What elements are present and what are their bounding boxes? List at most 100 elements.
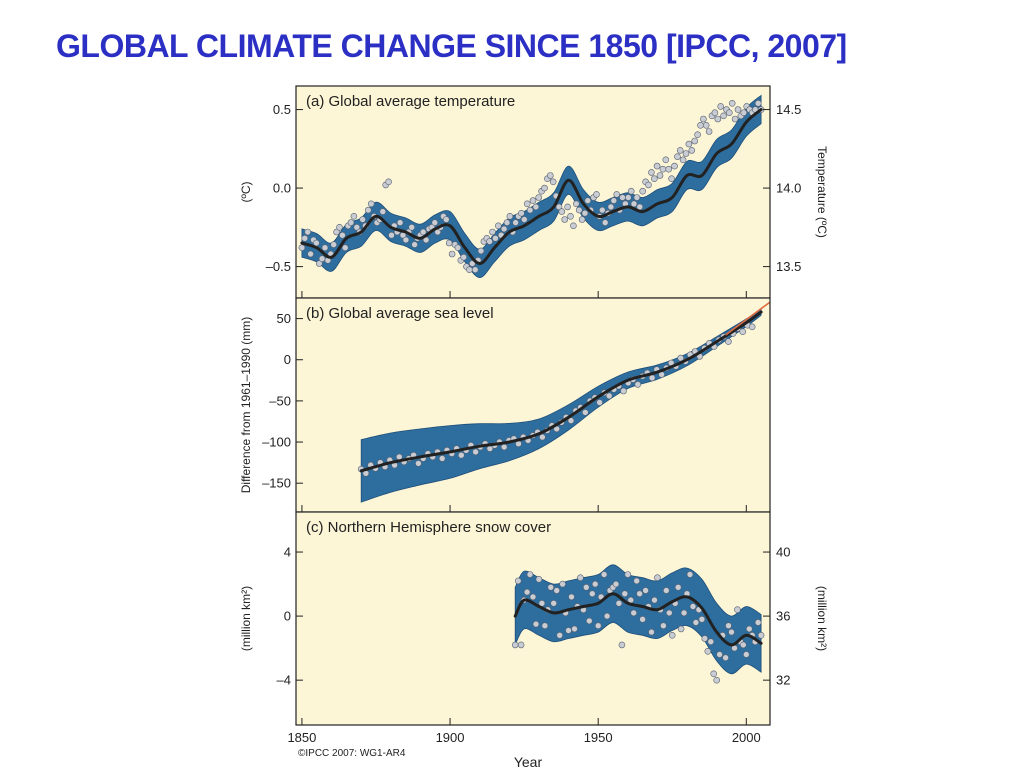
data-point xyxy=(466,266,473,274)
x-axis-label: Year xyxy=(514,754,543,768)
data-point xyxy=(650,175,658,182)
y-tick-label: –0.5 xyxy=(266,259,291,274)
data-point xyxy=(561,216,569,223)
data-point xyxy=(471,266,479,274)
y-tick-label: 0 xyxy=(284,609,291,624)
data-point xyxy=(674,153,681,160)
data-point xyxy=(494,222,502,230)
data-point xyxy=(570,222,577,230)
data-point xyxy=(613,191,621,198)
data-point xyxy=(553,587,561,594)
data-point xyxy=(396,219,404,226)
data-point xyxy=(520,216,528,223)
data-point xyxy=(388,231,395,239)
data-point xyxy=(739,641,747,649)
data-point xyxy=(717,103,725,110)
data-point xyxy=(686,571,694,578)
data-point xyxy=(431,219,439,226)
data-point xyxy=(511,641,519,649)
y-tick-label: 0.5 xyxy=(273,102,291,117)
data-point xyxy=(728,628,735,636)
data-point xyxy=(385,178,392,186)
data-point xyxy=(526,571,534,578)
data-point xyxy=(546,172,554,179)
data-point xyxy=(620,387,627,395)
data-point xyxy=(581,209,589,217)
data-point xyxy=(585,617,593,625)
data-point xyxy=(347,219,355,226)
panel-title: (b) Global average sea level xyxy=(306,305,494,322)
data-point xyxy=(419,228,427,236)
data-point xyxy=(298,244,306,251)
data-point xyxy=(330,241,338,248)
data-point xyxy=(529,593,537,601)
data-point xyxy=(596,399,603,406)
data-point xyxy=(685,140,693,148)
data-point xyxy=(514,577,522,585)
data-point xyxy=(460,253,468,261)
data-point xyxy=(612,580,620,588)
data-point xyxy=(656,172,664,179)
data-point xyxy=(313,239,320,247)
right-y-tick-label: 32 xyxy=(776,673,790,688)
right-y-tick-label: 14.0 xyxy=(776,181,801,196)
data-point xyxy=(523,200,531,208)
data-point xyxy=(518,209,525,217)
data-point xyxy=(588,590,596,598)
page-title: GLOBAL CLIMATE CHANGE SINCE 1850 [IPCC, … xyxy=(56,28,847,64)
y-tick-label: –100 xyxy=(262,435,291,450)
panel-frame xyxy=(295,511,771,726)
panel-title: (a) Global average temperature xyxy=(306,93,515,110)
data-point xyxy=(674,583,682,591)
data-point xyxy=(593,191,600,198)
data-point xyxy=(694,131,701,138)
data-point xyxy=(565,627,572,634)
chart-panel-2: –150 –100 –50 0 50 Difference from 1961–1990 … xyxy=(239,297,771,513)
data-point xyxy=(539,433,546,441)
data-point xyxy=(438,455,446,462)
data-point xyxy=(468,260,476,267)
data-point xyxy=(567,417,575,424)
data-point xyxy=(645,181,652,189)
data-point xyxy=(668,175,675,182)
data-point xyxy=(610,197,618,204)
data-point xyxy=(679,156,687,164)
data-point xyxy=(692,619,700,626)
data-point xyxy=(676,147,684,154)
data-point xyxy=(558,208,566,215)
right-y-tick-label: 36 xyxy=(776,609,790,624)
data-point xyxy=(359,216,366,223)
x-tick-label: 1850 xyxy=(287,730,316,745)
data-point xyxy=(526,206,534,214)
data-point xyxy=(725,622,732,630)
right-axis-label: (million km²) xyxy=(815,586,829,651)
data-point xyxy=(582,583,590,591)
uncertainty-band xyxy=(514,564,762,675)
data-point xyxy=(568,593,575,601)
data-point xyxy=(704,647,712,655)
data-point xyxy=(710,670,718,678)
data-point xyxy=(500,443,508,451)
data-point xyxy=(700,115,707,123)
data-point xyxy=(402,236,410,244)
data-point xyxy=(624,194,632,201)
data-point xyxy=(677,625,685,633)
data-point xyxy=(318,255,326,263)
data-point xyxy=(564,203,571,211)
data-point xyxy=(532,203,540,211)
chart-panel-3: –4 0 4 32 36 40 (million km²) (million km²) (c) … xyxy=(239,511,829,726)
data-point xyxy=(364,206,372,214)
y-tick-label: 50 xyxy=(277,311,291,326)
data-point xyxy=(477,247,485,255)
y-tick-label: –150 xyxy=(262,476,291,491)
data-point xyxy=(702,122,710,129)
data-point xyxy=(691,137,699,145)
data-point xyxy=(668,631,676,639)
y-axis-label: (million km²) xyxy=(239,586,253,651)
data-point xyxy=(600,571,608,578)
figure-credit: ©IPCC 2007: WG1-AR4 xyxy=(298,748,406,759)
data-point xyxy=(689,603,697,610)
right-y-tick-label: 40 xyxy=(776,545,790,560)
data-point xyxy=(648,169,655,176)
x-tick-label: 1950 xyxy=(584,730,613,745)
